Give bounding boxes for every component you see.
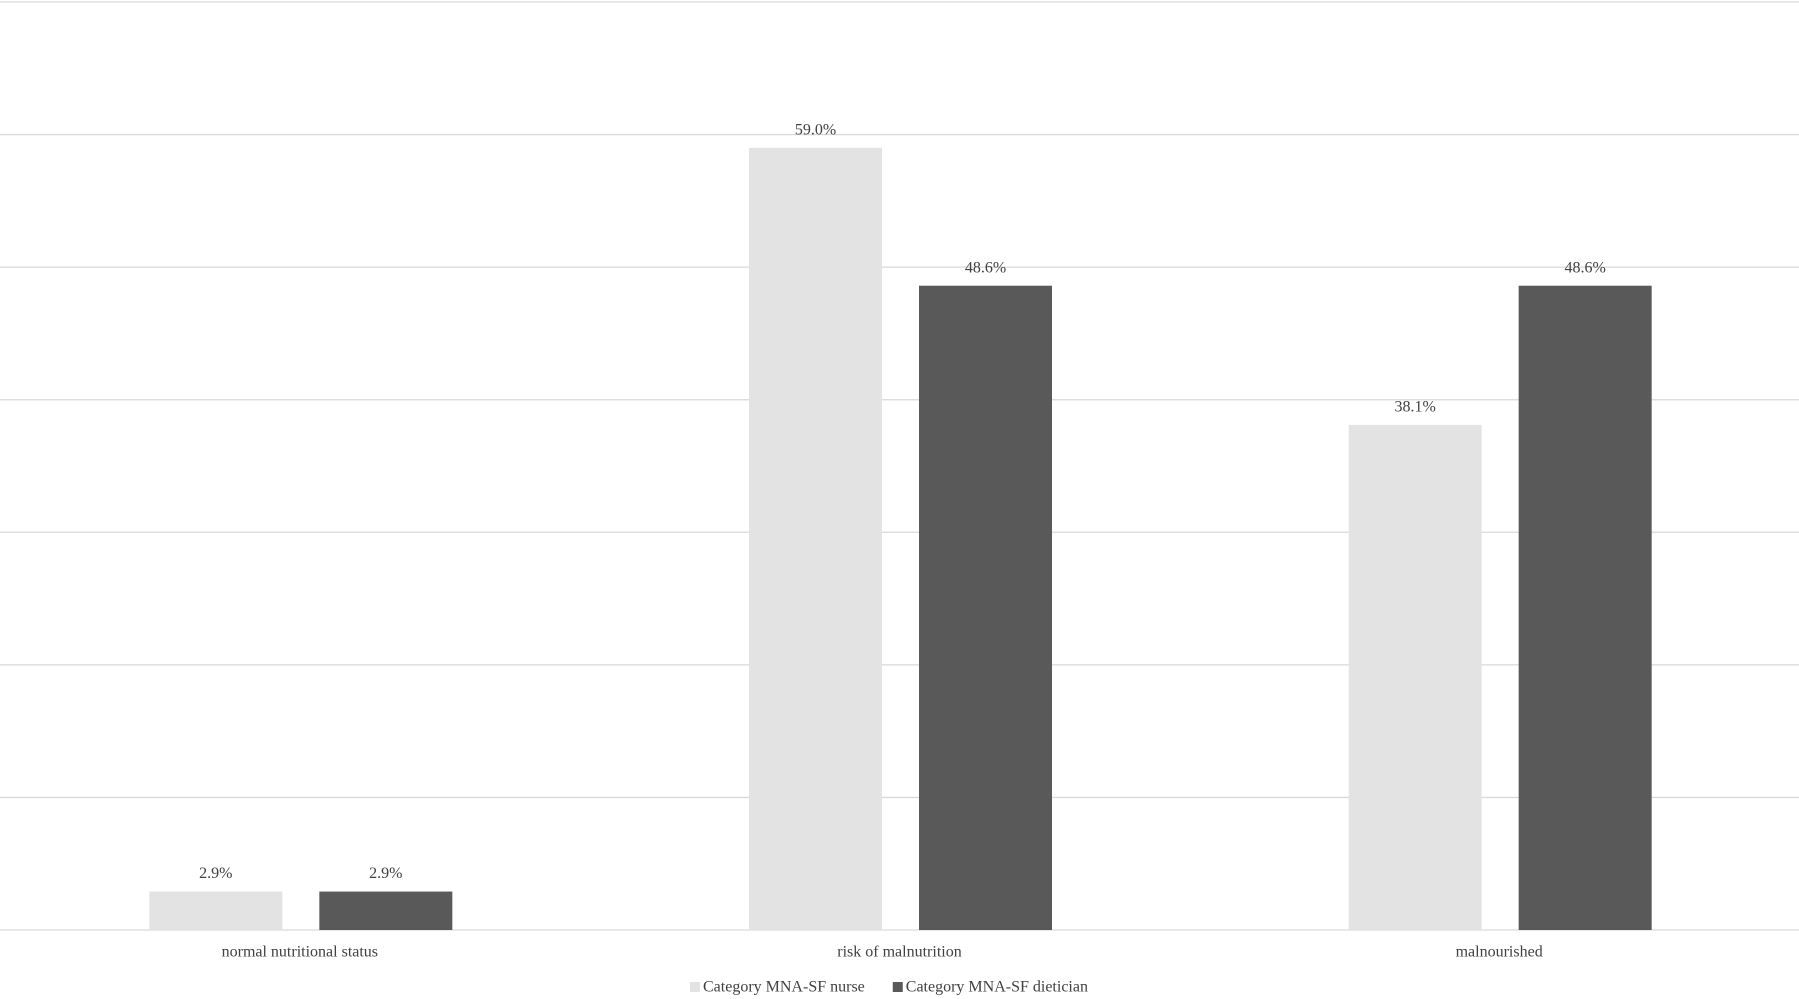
data-label: 48.6% [1565,259,1606,276]
bar [149,891,283,930]
data-label: 2.9% [199,865,232,882]
legend-swatch [690,982,700,992]
data-label: 48.6% [965,259,1006,276]
legend: Category MNA-SF nurse Category MNA-SF die… [690,979,1088,996]
x-tick-label: malnourished [1456,944,1543,961]
data-label: 38.1% [1395,399,1436,416]
data-label: 59.0% [795,122,836,139]
bar [319,891,453,930]
data-label: 2.9% [369,865,402,882]
bar [1348,424,1482,930]
legend-label: Category MNA-SF dietician [906,979,1088,996]
x-tick-label: risk of malnutrition [837,944,961,961]
legend-swatch [892,982,903,992]
bar [1518,285,1652,930]
bar [749,147,882,931]
legend-label: Category MNA-SF nurse [703,979,865,996]
bar [919,285,1052,930]
x-tick-label: normal nutritional status [222,944,378,961]
